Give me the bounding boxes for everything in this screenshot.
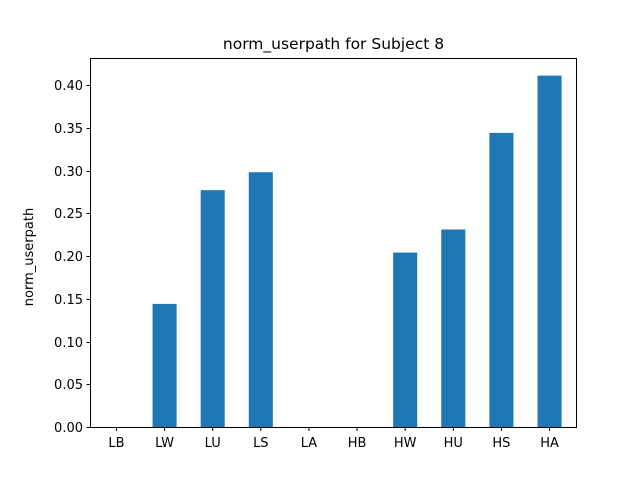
plot-frame (90, 58, 577, 428)
y-tick-label: 0.30 (54, 165, 83, 180)
y-tick-label: 0.10 (54, 336, 83, 351)
y-axis-title: norm_userpath (22, 208, 37, 306)
y-tick-label: 0.05 (54, 378, 83, 393)
x-tick-label: LB (108, 436, 124, 451)
y-tick-label: 0.25 (54, 207, 83, 222)
x-axis-ticks: LB LW LU LS LA HB HW HU HS HA (108, 427, 559, 451)
y-tick-label: 0.20 (54, 250, 83, 265)
bar-lw (152, 303, 177, 427)
x-tick-label: HU (444, 436, 463, 451)
x-tick-label: LU (205, 436, 221, 451)
bar-ha (537, 75, 562, 427)
bar-hs (489, 132, 514, 427)
bar-lu (200, 190, 225, 427)
x-tick-label: LS (253, 436, 269, 451)
bars-group (152, 75, 562, 427)
x-tick-label: HW (394, 436, 417, 451)
x-tick-label: HB (348, 436, 367, 451)
bar-ls (248, 172, 273, 427)
bar-hw (393, 252, 418, 427)
chart-title: norm_userpath for Subject 8 (223, 35, 444, 54)
y-tick-label: 0.35 (54, 122, 83, 137)
x-tick-label: HS (492, 436, 510, 451)
y-tick-label: 0.15 (54, 293, 83, 308)
bar-hu (441, 229, 466, 427)
y-axis-ticks: 0.00 0.05 0.10 0.15 0.20 0.25 0.30 0.35 0.40 (54, 79, 91, 436)
y-tick-label: 0.40 (54, 79, 83, 94)
x-tick-label: LA (301, 436, 318, 451)
x-tick-label: HA (540, 436, 559, 451)
y-tick-label: 0.00 (54, 421, 83, 436)
x-tick-label: LW (155, 436, 174, 451)
